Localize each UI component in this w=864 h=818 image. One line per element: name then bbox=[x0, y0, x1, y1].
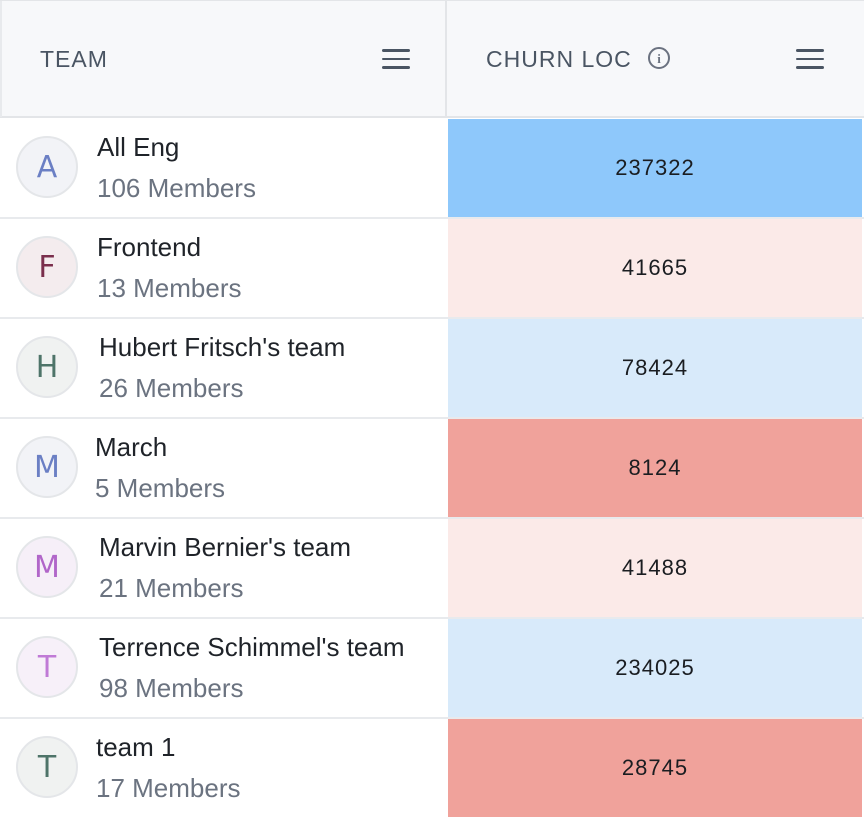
avatar: A bbox=[16, 136, 78, 198]
churn-loc-cell[interactable]: 41488 bbox=[448, 519, 862, 617]
churn-loc-cell[interactable]: 28745 bbox=[448, 719, 862, 817]
team-member-count: 17 Members bbox=[96, 773, 241, 803]
table-row[interactable]: A All Eng 106 Members 237322 bbox=[0, 119, 864, 219]
churn-loc-cell[interactable]: 78424 bbox=[448, 319, 862, 417]
team-member-count: 98 Members bbox=[99, 673, 244, 703]
team-member-count: 21 Members bbox=[99, 573, 244, 603]
avatar: M bbox=[16, 436, 78, 498]
avatar: T bbox=[16, 736, 78, 798]
column-header-team[interactable]: TEAM bbox=[0, 1, 447, 117]
team-cell[interactable]: T Terrence Schimmel's team 98 Members bbox=[0, 619, 448, 717]
team-name: All Eng bbox=[97, 132, 180, 162]
column-header-churn-label: CHURN LOC bbox=[486, 45, 632, 72]
team-name: Terrence Schimmel's team bbox=[99, 632, 405, 662]
team-name: Hubert Fritsch's team bbox=[99, 332, 346, 362]
team-member-count: 26 Members bbox=[99, 373, 244, 403]
churn-loc-cell[interactable]: 234025 bbox=[448, 619, 862, 717]
column-header-team-label: TEAM bbox=[40, 45, 108, 72]
team-name: Frontend bbox=[97, 232, 202, 262]
team-name: team 1 bbox=[96, 732, 176, 762]
column-header-churn-loc[interactable]: CHURN LOC i bbox=[449, 1, 864, 117]
team-member-count: 13 Members bbox=[97, 273, 242, 303]
churn-loc-cell[interactable]: 8124 bbox=[448, 419, 862, 517]
info-icon[interactable]: i bbox=[648, 47, 670, 69]
team-member-count: 106 Members bbox=[97, 173, 256, 203]
team-column-menu-icon[interactable] bbox=[382, 48, 410, 70]
team-cell[interactable]: F Frontend 13 Members bbox=[0, 219, 448, 317]
avatar: M bbox=[16, 536, 78, 598]
avatar: F bbox=[16, 236, 78, 298]
table-row[interactable]: M March 5 Members 8124 bbox=[0, 419, 864, 519]
avatar: H bbox=[16, 336, 78, 398]
team-cell[interactable]: A All Eng 106 Members bbox=[0, 119, 448, 217]
team-name: Marvin Bernier's team bbox=[99, 532, 352, 562]
churn-loc-cell[interactable]: 237322 bbox=[448, 119, 862, 217]
churn-loc-cell[interactable]: 41665 bbox=[448, 219, 862, 317]
churn-column-menu-icon[interactable] bbox=[796, 48, 824, 70]
team-name: March bbox=[95, 432, 168, 462]
avatar: T bbox=[16, 636, 78, 698]
team-cell[interactable]: M Marvin Bernier's team 21 Members bbox=[0, 519, 448, 617]
team-member-count: 5 Members bbox=[95, 473, 226, 503]
table-row[interactable]: M Marvin Bernier's team 21 Members 41488 bbox=[0, 519, 864, 619]
grid-header: TEAM CHURN LOC i bbox=[0, 0, 864, 118]
team-cell[interactable]: H Hubert Fritsch's team 26 Members bbox=[0, 319, 448, 417]
table-row[interactable]: F Frontend 13 Members 41665 bbox=[0, 219, 864, 319]
table-row[interactable]: T Terrence Schimmel's team 98 Members 23402… bbox=[0, 619, 864, 719]
team-cell[interactable]: M March 5 Members bbox=[0, 419, 448, 517]
table-row[interactable]: H Hubert Fritsch's team 26 Members 78424 bbox=[0, 319, 864, 419]
